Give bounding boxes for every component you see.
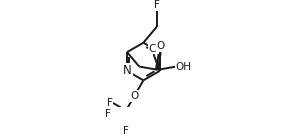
Text: O: O xyxy=(130,91,139,101)
Text: Cl: Cl xyxy=(148,44,159,54)
Text: F: F xyxy=(123,126,129,136)
Text: F: F xyxy=(107,98,112,108)
Text: F: F xyxy=(154,0,160,10)
Text: OH: OH xyxy=(176,62,192,72)
Text: F: F xyxy=(105,109,111,119)
Text: O: O xyxy=(157,41,165,51)
Text: N: N xyxy=(123,64,131,77)
